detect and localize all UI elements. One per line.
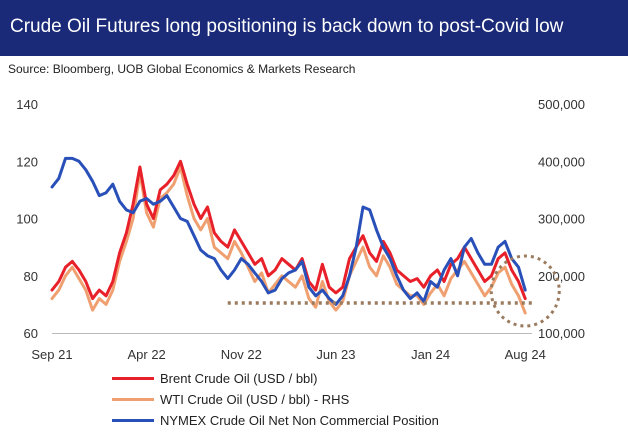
x-tick-label: Apr 22 bbox=[127, 347, 165, 362]
legend-swatch-wti bbox=[112, 398, 154, 401]
y-tick-right: 100,000 bbox=[538, 326, 585, 341]
legend-item-nymex: NYMEX Crude Oil Net Non Commercial Posit… bbox=[112, 410, 439, 431]
highlight-dotted-circle bbox=[489, 254, 561, 328]
y-tick-left: 140 bbox=[16, 97, 38, 112]
y-tick-left: 120 bbox=[16, 154, 38, 169]
legend-swatch-nymex bbox=[112, 419, 154, 422]
chart-source: Source: Bloomberg, UOB Global Economics … bbox=[8, 62, 356, 76]
y-tick-right: 200,000 bbox=[538, 269, 585, 284]
y-tick-left: 80 bbox=[24, 269, 38, 284]
legend-item-wti: WTI Crude Oil (USD / bbl) - RHS bbox=[112, 389, 439, 410]
y-tick-right: 300,000 bbox=[538, 212, 585, 227]
chart-title: Crude Oil Futures long positioning is ba… bbox=[10, 16, 564, 37]
x-tick-label: Nov 22 bbox=[221, 347, 262, 362]
legend-label-wti: WTI Crude Oil (USD / bbl) - RHS bbox=[160, 392, 350, 407]
x-tick-label: Sep 21 bbox=[31, 347, 72, 362]
legend-swatch-brent bbox=[112, 377, 154, 380]
legend-label-nymex: NYMEX Crude Oil Net Non Commercial Posit… bbox=[160, 413, 439, 428]
x-tick-label: Jun 23 bbox=[316, 347, 355, 362]
x-tick-label: Aug 24 bbox=[505, 347, 546, 362]
x-tick-label: Jan 24 bbox=[411, 347, 450, 362]
title-bar: Crude Oil Futures long positioning is ba… bbox=[0, 0, 628, 56]
series-line-brent bbox=[50, 159, 527, 301]
series-line-nymex bbox=[50, 156, 527, 306]
legend-label-brent: Brent Crude Oil (USD / bbl) bbox=[160, 371, 318, 386]
chart-legend: Brent Crude Oil (USD / bbl) WTI Crude Oi… bbox=[112, 368, 439, 431]
series-line-wti bbox=[50, 165, 527, 315]
y-tick-right: 400,000 bbox=[538, 154, 585, 169]
y-tick-left: 100 bbox=[16, 212, 38, 227]
y-tick-right: 500,000 bbox=[538, 97, 585, 112]
legend-item-brent: Brent Crude Oil (USD / bbl) bbox=[112, 368, 439, 389]
y-tick-left: 60 bbox=[24, 326, 38, 341]
